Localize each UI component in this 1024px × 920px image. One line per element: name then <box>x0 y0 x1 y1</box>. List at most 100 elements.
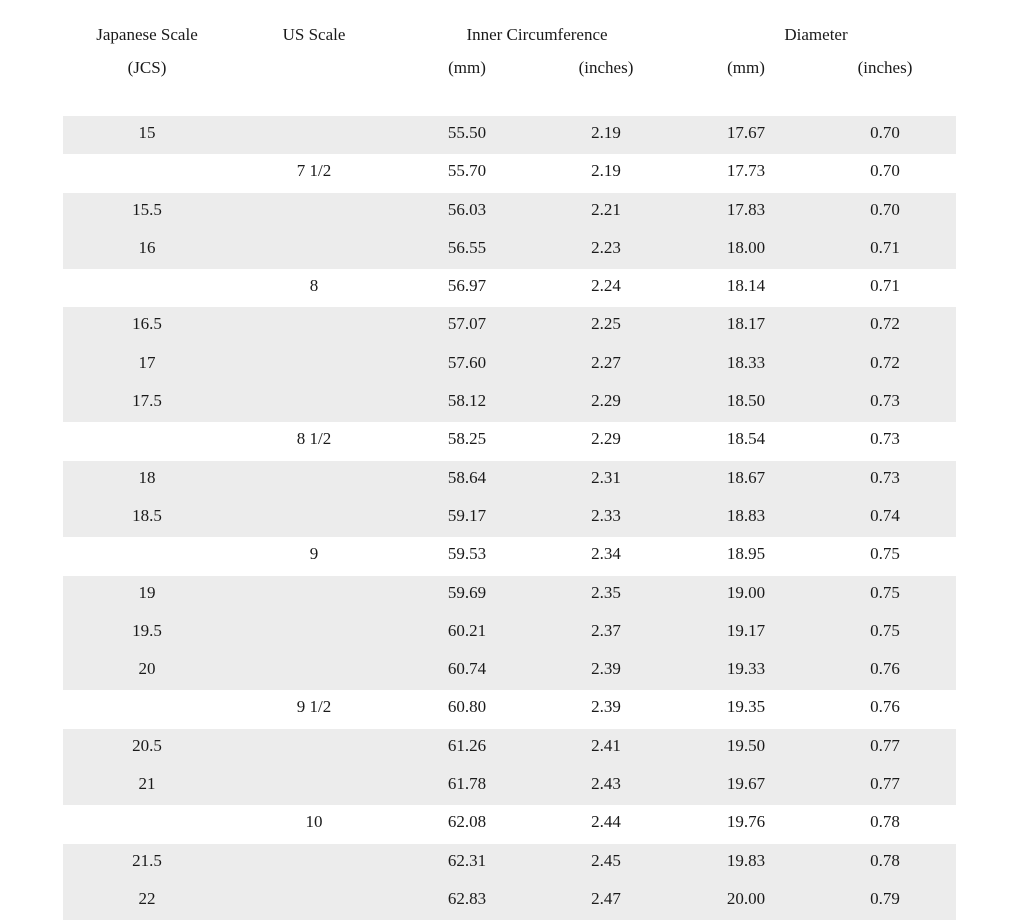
circumference-inches-cell: 2.21 <box>591 199 621 219</box>
diameter-inches-cell: 0.75 <box>870 620 900 640</box>
table-row: 18.5 59.17 2.33 18.83 0.74 <box>63 498 956 538</box>
header-circumference-inches: (inches) <box>578 58 634 77</box>
jcs-cell: 18.5 <box>132 505 162 525</box>
circumference-mm-cell: 62.83 <box>447 888 487 908</box>
diameter-mm-cell: 19.00 <box>726 582 766 602</box>
diameter-inches-cell: 0.74 <box>870 505 900 525</box>
jcs-cell: 19 <box>138 582 156 602</box>
jcs-cell: 15.5 <box>132 199 162 219</box>
table-body: 15 55.50 2.19 17.67 0.70 7 1/2 55.70 2.19 17.73 0… <box>63 116 956 920</box>
diameter-mm-cell: 18.83 <box>726 505 766 525</box>
table-row: 7 1/2 55.70 2.19 17.73 0.70 <box>63 154 956 192</box>
diameter-mm-cell: 19.67 <box>726 774 766 794</box>
header-jcs-sub: (JCS) <box>127 58 167 77</box>
circumference-inches-cell: 2.47 <box>591 888 621 908</box>
circumference-inches-cell: 2.37 <box>591 620 621 640</box>
diameter-mm-cell: 17.67 <box>726 123 766 142</box>
jcs-cell: 20.5 <box>132 735 162 755</box>
diameter-inches-cell: 0.71 <box>870 276 900 296</box>
circumference-mm-cell: 56.03 <box>447 199 487 219</box>
table-row: 9 1/2 60.80 2.39 19.35 0.76 <box>63 690 956 728</box>
table-row: 21 61.78 2.43 19.67 0.77 <box>63 767 956 806</box>
circumference-inches-cell: 2.39 <box>591 697 621 717</box>
jcs-cell: 22 <box>138 888 156 908</box>
circumference-mm-cell: 59.53 <box>447 544 487 564</box>
jcs-cell: 21 <box>138 774 156 794</box>
table-row: 15 55.50 2.19 17.67 0.70 <box>63 116 956 155</box>
diameter-mm-cell: 19.83 <box>726 850 766 870</box>
diameter-inches-cell: 0.73 <box>870 429 900 449</box>
circumference-inches-cell: 2.19 <box>591 123 621 142</box>
table-row: 15.5 56.03 2.21 17.83 0.70 <box>63 192 956 231</box>
table-row: 17 57.60 2.27 18.33 0.72 <box>63 345 956 385</box>
us-cell: 10 <box>305 812 323 832</box>
circumference-mm-cell: 58.12 <box>447 391 487 411</box>
diameter-mm-cell: 18.54 <box>726 429 766 449</box>
circumference-mm-cell: 62.31 <box>447 850 487 870</box>
jcs-cell: 16.5 <box>132 314 162 334</box>
diameter-inches-cell: 0.71 <box>870 237 900 257</box>
diameter-inches-cell: 0.73 <box>870 467 900 487</box>
table-header: Japanese Scale (JCS) US Scale Inner Circ… <box>0 0 1024 116</box>
header-circumference: Inner Circumference <box>466 25 608 44</box>
header-diameter: Diameter <box>784 25 848 44</box>
circumference-mm-cell: 58.64 <box>447 467 487 487</box>
table-row: 8 56.97 2.24 18.14 0.71 <box>63 269 956 307</box>
circumference-inches-cell: 2.34 <box>591 544 621 564</box>
diameter-inches-cell: 0.78 <box>870 812 900 832</box>
jcs-cell: 20 <box>138 659 156 679</box>
diameter-inches-cell: 0.78 <box>870 850 900 870</box>
circumference-mm-cell: 61.26 <box>447 735 487 755</box>
table-row: 22 62.83 2.47 20.00 0.79 <box>63 881 956 920</box>
diameter-mm-cell: 17.73 <box>726 161 766 181</box>
circumference-inches-cell: 2.45 <box>591 850 621 870</box>
jcs-cell: 17 <box>138 352 156 372</box>
circumference-inches-cell: 2.29 <box>591 429 621 449</box>
table-row: 21.5 62.31 2.45 19.83 0.78 <box>63 843 956 882</box>
diameter-mm-cell: 17.83 <box>726 199 766 219</box>
header-diameter-mm: (mm) <box>727 58 765 77</box>
circumference-mm-cell: 62.08 <box>447 812 487 832</box>
circumference-mm-cell: 56.97 <box>447 276 487 296</box>
diameter-inches-cell: 0.72 <box>870 314 900 334</box>
diameter-inches-cell: 0.70 <box>870 199 900 219</box>
circumference-inches-cell: 2.39 <box>591 659 621 679</box>
diameter-inches-cell: 0.70 <box>870 161 900 181</box>
diameter-mm-cell: 19.76 <box>726 812 766 832</box>
diameter-mm-cell: 20.00 <box>726 888 766 908</box>
header-us: US Scale <box>282 25 346 44</box>
diameter-inches-cell: 0.75 <box>870 582 900 602</box>
diameter-inches-cell: 0.79 <box>870 888 900 908</box>
table-row: 8 1/2 58.25 2.29 18.54 0.73 <box>63 422 956 460</box>
circumference-inches-cell: 2.31 <box>591 467 621 487</box>
circumference-mm-cell: 61.78 <box>447 774 487 794</box>
us-cell: 9 <box>309 544 319 564</box>
circumference-inches-cell: 2.29 <box>591 391 621 411</box>
circumference-mm-cell: 58.25 <box>447 429 487 449</box>
diameter-mm-cell: 18.33 <box>726 352 766 372</box>
header-circumference-mm: (mm) <box>448 58 486 77</box>
table-row: 9 59.53 2.34 18.95 0.75 <box>63 537 956 575</box>
jcs-cell: 15 <box>138 123 156 142</box>
header-jcs: Japanese Scale <box>96 25 198 44</box>
table-row: 20 60.74 2.39 19.33 0.76 <box>63 652 956 691</box>
circumference-inches-cell: 2.35 <box>591 582 621 602</box>
diameter-mm-cell: 19.35 <box>726 697 766 717</box>
table-row: 16.5 57.07 2.25 18.17 0.72 <box>63 307 956 346</box>
circumference-inches-cell: 2.19 <box>591 161 621 181</box>
diameter-mm-cell: 19.17 <box>726 620 766 640</box>
circumference-inches-cell: 2.41 <box>591 735 621 755</box>
diameter-mm-cell: 18.95 <box>726 544 766 564</box>
diameter-mm-cell: 19.50 <box>726 735 766 755</box>
diameter-inches-cell: 0.76 <box>870 697 900 717</box>
diameter-inches-cell: 0.77 <box>870 774 900 794</box>
jcs-cell: 16 <box>138 237 156 257</box>
diameter-inches-cell: 0.70 <box>870 123 900 142</box>
circumference-mm-cell: 55.70 <box>447 161 487 181</box>
circumference-mm-cell: 59.17 <box>447 505 487 525</box>
table-row: 10 62.08 2.44 19.76 0.78 <box>63 805 956 843</box>
diameter-inches-cell: 0.73 <box>870 391 900 411</box>
table-row: 16 56.55 2.23 18.00 0.71 <box>63 230 956 270</box>
header-diameter-inches: (inches) <box>857 58 913 77</box>
